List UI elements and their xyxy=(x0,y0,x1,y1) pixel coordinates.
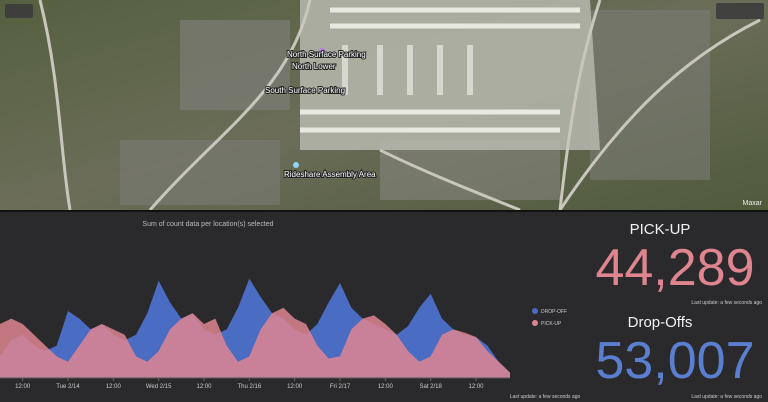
indicator-value: 44,289 xyxy=(595,239,754,297)
map-label: South Surface Parking xyxy=(265,86,345,95)
map-label: Rideshare Assembly Area xyxy=(284,170,376,179)
map-tools[interactable] xyxy=(716,3,764,19)
chart: DROP-OFF PICK-UP 12:00 Tue 2/14 12:00 Wed 2/1… xyxy=(0,278,567,390)
urban-area xyxy=(180,20,290,110)
indicator-footnote: Last update: a few seconds ago xyxy=(691,300,762,306)
urban-area xyxy=(590,10,710,180)
x-tick-label: 12:00 xyxy=(15,384,31,390)
marker[interactable] xyxy=(293,162,299,168)
legend-label: DROP-OFF xyxy=(541,309,567,315)
x-tick-label: Fri 2/17 xyxy=(330,384,351,390)
map-label: North Lower xyxy=(292,62,336,71)
map-controls[interactable] xyxy=(5,4,33,18)
indicator-title: Drop-Offs xyxy=(628,314,693,331)
x-tick-label: 12:00 xyxy=(106,384,122,390)
runways xyxy=(300,7,580,133)
x-tick-label: Thu 2/16 xyxy=(237,384,261,390)
attribution: Maxar xyxy=(743,200,763,207)
legend-swatch xyxy=(532,308,538,314)
indicator-value: 53,007 xyxy=(595,332,754,390)
highways xyxy=(38,0,761,212)
x-tick-label: Sat 2/18 xyxy=(419,384,442,390)
x-tick-label: 12:00 xyxy=(196,384,212,390)
marker[interactable] xyxy=(319,48,325,54)
map[interactable] xyxy=(0,0,768,212)
chart-title: Sum of count data per location(s) select… xyxy=(142,221,273,228)
x-tick-label: Wed 2/15 xyxy=(146,384,172,390)
legend-swatch xyxy=(532,320,538,326)
legend-label: PICK-UP xyxy=(541,321,562,327)
x-tick-label: Tue 2/14 xyxy=(56,384,80,390)
x-tick-label: 12:00 xyxy=(287,384,303,390)
concourses xyxy=(342,45,473,95)
urban-area xyxy=(120,140,280,205)
indicator-title: PICK-UP xyxy=(630,221,691,238)
x-tick-label: 12:00 xyxy=(468,384,484,390)
map-label: North Surface Parking xyxy=(287,50,366,59)
indicator-footnote: Last update: a few seconds ago xyxy=(691,394,762,400)
x-tick-label: 12:00 xyxy=(378,384,394,390)
chart-footnote: Last update: a few seconds ago xyxy=(510,394,581,400)
area xyxy=(0,307,510,378)
